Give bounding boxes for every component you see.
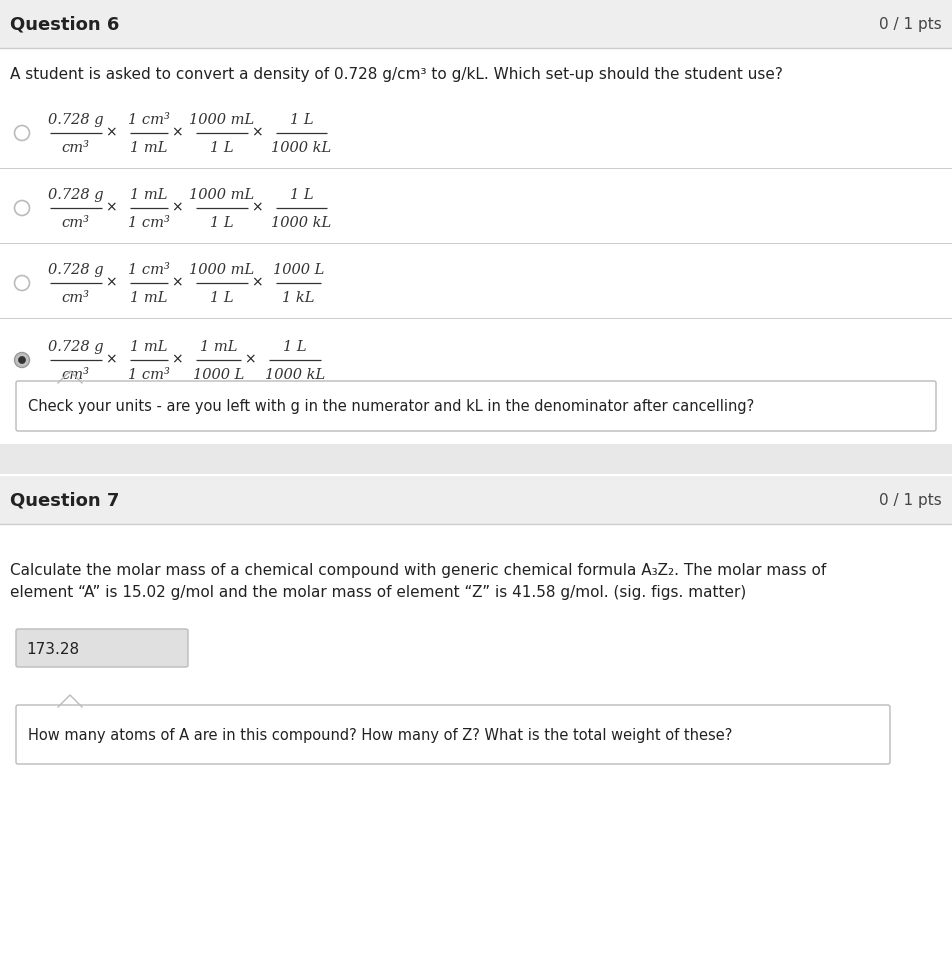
Text: 1 L: 1 L — [210, 290, 234, 305]
Text: Question 6: Question 6 — [10, 16, 119, 33]
Text: 1 mL: 1 mL — [200, 339, 237, 354]
Text: 1000 mL: 1000 mL — [189, 112, 254, 127]
Circle shape — [14, 201, 30, 216]
Text: 1000 kL: 1000 kL — [265, 368, 325, 381]
Text: 1 cm³: 1 cm³ — [128, 368, 169, 381]
Text: ×: × — [251, 275, 263, 289]
Text: 1000 mL: 1000 mL — [189, 188, 254, 201]
Bar — [0, 0, 952, 49]
Text: 0.728 g: 0.728 g — [48, 112, 104, 127]
Text: 1 mL: 1 mL — [130, 339, 168, 354]
Text: 0.728 g: 0.728 g — [48, 263, 104, 277]
Text: cm³: cm³ — [62, 216, 89, 230]
Circle shape — [14, 126, 30, 142]
Text: 1 L: 1 L — [210, 216, 234, 230]
Bar — [0, 445, 952, 474]
Text: 1 cm³: 1 cm³ — [128, 112, 169, 127]
Text: ×: × — [105, 275, 116, 289]
Text: cm³: cm³ — [62, 368, 89, 381]
Text: 0 / 1 pts: 0 / 1 pts — [880, 17, 942, 32]
Text: 1 L: 1 L — [283, 339, 307, 354]
Text: 1 mL: 1 mL — [130, 188, 168, 201]
Text: Calculate the molar mass of a chemical compound with generic chemical formula A₃: Calculate the molar mass of a chemical c… — [10, 562, 826, 577]
Text: 1 L: 1 L — [289, 188, 313, 201]
Text: 173.28: 173.28 — [26, 641, 79, 656]
Text: Check your units - are you left with g in the numerator and kL in the denominato: Check your units - are you left with g i… — [28, 399, 754, 414]
Text: 1 mL: 1 mL — [130, 141, 168, 155]
Text: 1000 L: 1000 L — [193, 368, 245, 381]
Text: 1 kL: 1 kL — [282, 290, 314, 305]
Text: ×: × — [105, 125, 116, 139]
Text: 0 / 1 pts: 0 / 1 pts — [880, 493, 942, 508]
Text: 0.728 g: 0.728 g — [48, 188, 104, 201]
Text: 1000 L: 1000 L — [272, 263, 324, 277]
Text: Question 7: Question 7 — [10, 492, 119, 510]
Text: 1 L: 1 L — [289, 112, 313, 127]
Text: ×: × — [171, 275, 183, 289]
Text: cm³: cm³ — [62, 141, 89, 155]
FancyBboxPatch shape — [16, 630, 188, 667]
Text: ×: × — [251, 200, 263, 214]
Circle shape — [14, 276, 30, 291]
Text: ×: × — [171, 352, 183, 366]
Text: 1 mL: 1 mL — [130, 290, 168, 305]
Bar — [0, 476, 952, 524]
Text: ×: × — [171, 125, 183, 139]
Text: ×: × — [245, 352, 256, 366]
Text: 0.728 g: 0.728 g — [48, 339, 104, 354]
Text: cm³: cm³ — [62, 290, 89, 305]
Text: 1000 kL: 1000 kL — [271, 141, 331, 155]
Text: 1 cm³: 1 cm³ — [128, 216, 169, 230]
Text: How many atoms of A are in this compound? How many of Z? What is the total weigh: How many atoms of A are in this compound… — [28, 728, 732, 742]
Text: ×: × — [171, 200, 183, 214]
Circle shape — [18, 357, 26, 364]
Text: 1 L: 1 L — [210, 141, 234, 155]
FancyBboxPatch shape — [16, 705, 890, 764]
FancyBboxPatch shape — [16, 381, 936, 431]
Text: element “A” is 15.02 g/mol and the molar mass of element “Z” is 41.58 g/mol. (si: element “A” is 15.02 g/mol and the molar… — [10, 584, 746, 599]
Text: A student is asked to convert a density of 0.728 g/cm³ to g/kL. Which set-up sho: A student is asked to convert a density … — [10, 67, 783, 81]
Text: 1 cm³: 1 cm³ — [128, 263, 169, 277]
Text: ×: × — [251, 125, 263, 139]
Circle shape — [14, 353, 30, 368]
Text: ×: × — [105, 352, 116, 366]
Text: 1000 mL: 1000 mL — [189, 263, 254, 277]
Text: ×: × — [105, 200, 116, 214]
Text: 1000 kL: 1000 kL — [271, 216, 331, 230]
